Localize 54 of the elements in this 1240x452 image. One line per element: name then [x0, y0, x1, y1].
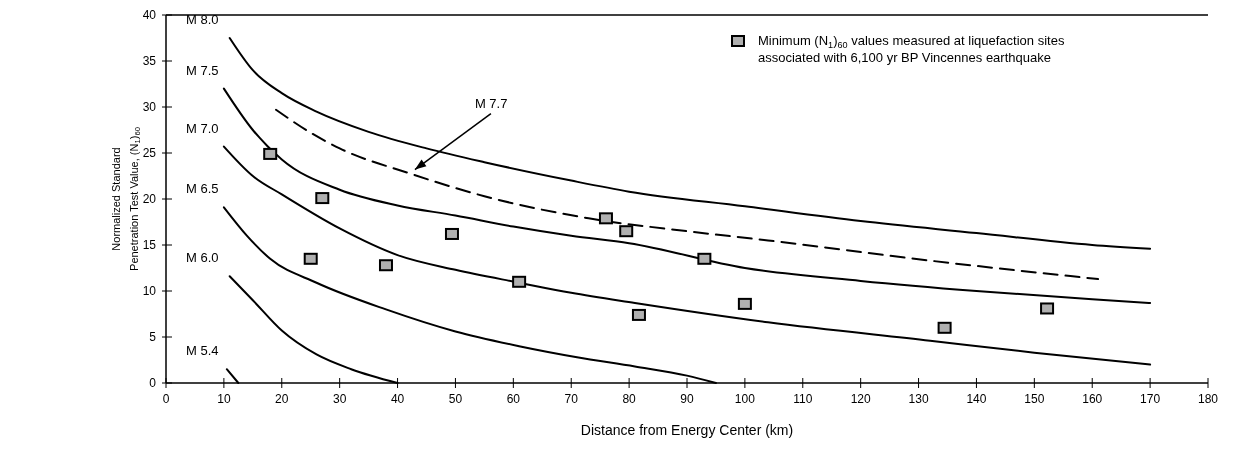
x-axis-title: Distance from Energy Center (km)	[580, 422, 794, 438]
y-tick-label: 5	[149, 330, 157, 344]
y-tick-label: 40	[142, 8, 157, 22]
point	[378, 259, 393, 272]
x-tick-label: 70	[564, 392, 579, 406]
x-tick-label: 10	[217, 392, 231, 406]
x-tick-label: 120	[850, 392, 871, 406]
x-tick-label: 140	[966, 392, 987, 406]
y-tick-label: 25	[142, 146, 157, 160]
line-series	[222, 87, 1152, 304]
line-series	[222, 145, 1152, 366]
line-series	[228, 37, 1152, 250]
y-tick-label: 0	[149, 376, 157, 390]
point	[444, 227, 459, 240]
x-tick-label: 160	[1082, 392, 1103, 406]
x-tick-label: 60	[506, 392, 521, 406]
point	[697, 252, 712, 265]
point	[619, 225, 634, 238]
x-tick-label: 90	[680, 392, 694, 406]
y-tick-label: 30	[142, 100, 157, 114]
x-tick-label: 40	[390, 392, 405, 406]
x-tick-label: 180	[1197, 392, 1219, 406]
point	[1040, 302, 1055, 315]
series-label: M 6.0	[186, 250, 219, 266]
x-tick-label: 150	[1024, 392, 1045, 406]
point	[303, 252, 318, 265]
x-tick-label: 20	[275, 392, 289, 406]
point	[512, 275, 527, 288]
x-tick-label: 170	[1140, 392, 1161, 406]
x-tick-label: 110	[793, 392, 813, 406]
point	[598, 212, 613, 225]
y-tick-label: 15	[142, 238, 157, 252]
x-tick-label: 80	[622, 392, 637, 406]
series-label: M 6.5	[186, 181, 219, 197]
x-tick-label: 0	[162, 392, 170, 406]
series-label: M 5.4	[186, 343, 219, 359]
x-tick-label: 50	[448, 392, 463, 406]
x-tick-label: 130	[908, 392, 929, 406]
y-tick-label: 20	[142, 192, 157, 206]
point	[737, 297, 752, 310]
y-tick-label: 35	[142, 54, 157, 68]
line-series	[274, 108, 1100, 281]
series-label: M 7.5	[186, 62, 219, 78]
x-tick-label: 100	[734, 392, 756, 406]
series-label: M 8.0	[186, 12, 219, 27]
point	[315, 192, 330, 205]
point	[631, 308, 646, 321]
point	[937, 321, 952, 334]
series-label: M 7.0	[186, 120, 219, 136]
point	[263, 147, 278, 160]
x-tick-label: 30	[332, 392, 347, 406]
legend-label: Minimum (N$_{1}$)$_{60}$ values measured at liquefaction sites associated with 6,100 yr BP Vincennes earthquake	[758, 33, 1065, 65]
annotation: M 7.7	[474, 95, 508, 111]
y-tick-label: 10	[142, 284, 157, 298]
